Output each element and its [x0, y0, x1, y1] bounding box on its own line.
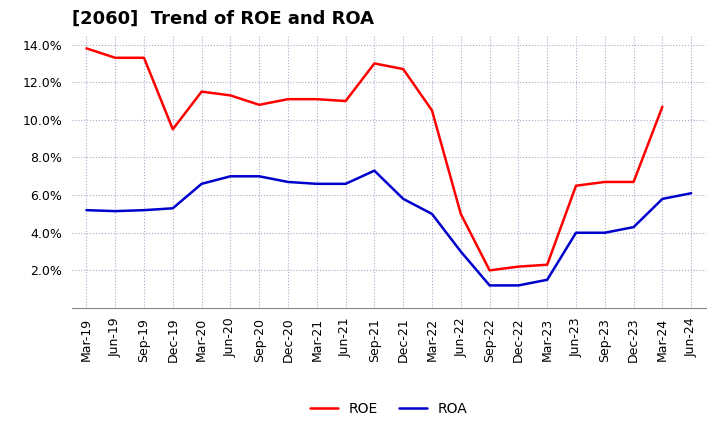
ROA	[399, 196, 408, 202]
ROE	[312, 96, 321, 102]
ROE	[658, 104, 667, 109]
ROA	[312, 181, 321, 187]
ROE	[629, 180, 638, 185]
ROA	[370, 168, 379, 173]
ROE	[428, 108, 436, 113]
ROA	[226, 174, 235, 179]
ROE	[543, 262, 552, 268]
ROE	[197, 89, 206, 94]
ROE	[284, 96, 292, 102]
ROE	[226, 93, 235, 98]
ROE	[600, 180, 609, 185]
Text: [2060]  Trend of ROE and ROA: [2060] Trend of ROE and ROA	[72, 10, 374, 28]
ROA	[82, 208, 91, 213]
ROA	[687, 191, 696, 196]
ROA	[428, 211, 436, 216]
Line: ROE: ROE	[86, 48, 662, 270]
ROA	[168, 205, 177, 211]
Line: ROA: ROA	[86, 171, 691, 286]
ROA	[111, 209, 120, 214]
ROA	[543, 277, 552, 282]
ROE	[399, 66, 408, 72]
ROE	[82, 46, 91, 51]
ROA	[456, 249, 465, 254]
ROA	[629, 224, 638, 230]
ROE	[341, 99, 350, 104]
ROE	[485, 268, 494, 273]
ROA	[284, 180, 292, 185]
ROE	[572, 183, 580, 188]
ROE	[456, 211, 465, 216]
ROE	[255, 102, 264, 107]
ROE	[514, 264, 523, 269]
ROA	[600, 230, 609, 235]
ROE	[370, 61, 379, 66]
ROA	[140, 208, 148, 213]
ROA	[514, 283, 523, 288]
ROE	[140, 55, 148, 60]
ROA	[341, 181, 350, 187]
ROE	[168, 127, 177, 132]
ROE	[111, 55, 120, 60]
Legend: ROE, ROA: ROE, ROA	[310, 402, 467, 416]
ROA	[485, 283, 494, 288]
ROA	[255, 174, 264, 179]
ROA	[658, 196, 667, 202]
ROA	[197, 181, 206, 187]
ROA	[572, 230, 580, 235]
